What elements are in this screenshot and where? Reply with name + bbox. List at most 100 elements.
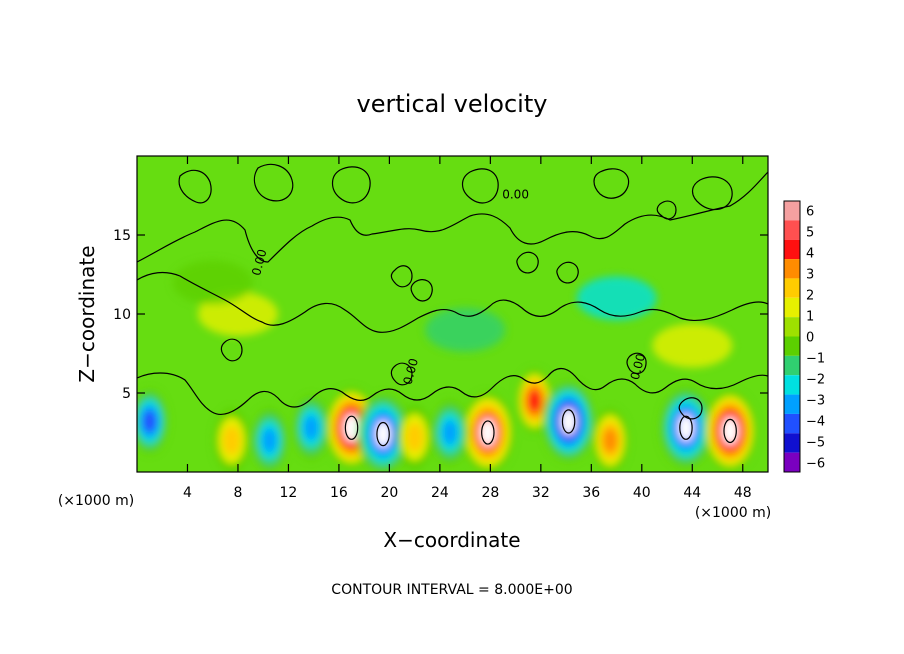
contour-line bbox=[679, 415, 693, 440]
contour-labels: 0.00 0.00 0.00 0.00 bbox=[249, 188, 648, 386]
field-peak bbox=[678, 414, 694, 442]
chart-title: vertical velocity bbox=[357, 90, 548, 118]
downdraft-core bbox=[357, 394, 410, 472]
colorbar-label: −2 bbox=[806, 372, 825, 387]
y-tick-label: 15 bbox=[113, 228, 131, 244]
contour-line bbox=[461, 168, 499, 204]
x-tick-label: 12 bbox=[280, 485, 298, 501]
contour-line bbox=[410, 279, 433, 302]
x-axis-ticks: 4 8 12 16 20 24 28 32 36 40 44 48 bbox=[183, 156, 752, 501]
colorbar-swatch bbox=[784, 433, 800, 453]
plot-area bbox=[137, 156, 768, 472]
updraft-core bbox=[592, 408, 629, 472]
contour-label: 0.00 bbox=[401, 357, 421, 386]
contour-interval-footer: CONTOUR INTERVAL = 8.000E+00 bbox=[331, 582, 572, 598]
colorbar-label: 4 bbox=[806, 247, 814, 262]
colorbar-swatch bbox=[784, 259, 800, 279]
x-tick-label: 32 bbox=[532, 485, 550, 501]
field-band bbox=[652, 323, 733, 368]
contour-label: 0.00 bbox=[249, 248, 269, 277]
colorbar-swatch bbox=[784, 355, 800, 376]
x-tick-label: 20 bbox=[380, 485, 398, 501]
contour-line bbox=[561, 409, 576, 434]
field-band bbox=[262, 427, 278, 453]
colorbar: 6 5 4 3 2 1 0 −1 −2 −3 −4 −5 −6 bbox=[783, 200, 825, 473]
x-tick-label: 8 bbox=[233, 485, 242, 501]
contour-line bbox=[178, 169, 212, 204]
contour-line bbox=[516, 251, 539, 274]
downdraft-core bbox=[659, 387, 712, 468]
colorbar-label: −5 bbox=[806, 435, 825, 450]
colorbar-label: −4 bbox=[806, 414, 825, 429]
field-peak bbox=[480, 418, 496, 447]
updraft-core bbox=[396, 405, 433, 470]
contour-line bbox=[253, 163, 294, 202]
contour-line bbox=[723, 418, 737, 444]
x-tick-label: 36 bbox=[582, 485, 600, 501]
x-tick-label: 28 bbox=[481, 485, 499, 501]
contour-lines bbox=[137, 163, 768, 447]
field-band bbox=[425, 307, 506, 352]
colorbar-label: 5 bbox=[806, 226, 814, 241]
colorbar-label: 1 bbox=[806, 310, 814, 325]
x-tick-label: 4 bbox=[183, 485, 192, 501]
field-peak bbox=[560, 407, 577, 436]
contour-line bbox=[220, 338, 243, 362]
colorbar-label: 3 bbox=[806, 268, 814, 283]
y-tick-label: 10 bbox=[113, 307, 131, 323]
colorbar-label: 0 bbox=[806, 331, 814, 346]
field-band bbox=[602, 427, 618, 453]
x-tick-label: 48 bbox=[734, 485, 752, 501]
y-tick-label: 5 bbox=[122, 386, 131, 402]
colorbar-label: −3 bbox=[806, 393, 825, 408]
colorbar-label: −1 bbox=[806, 351, 825, 366]
x-tick-label: 24 bbox=[431, 485, 449, 501]
contour-label: 0.00 bbox=[628, 352, 648, 381]
x-tick-label: 44 bbox=[683, 485, 701, 501]
contour-line bbox=[390, 265, 413, 288]
contour-line bbox=[556, 261, 579, 284]
colorbar-swatch bbox=[784, 317, 800, 337]
field-band bbox=[442, 420, 458, 445]
colorbar-swatch bbox=[784, 278, 800, 298]
updraft-core bbox=[213, 408, 250, 472]
contour-line bbox=[137, 367, 768, 415]
contour-line bbox=[481, 420, 495, 445]
x-unit-label-right: (×1000 m) bbox=[695, 505, 771, 521]
colorbar-swatch bbox=[784, 394, 800, 414]
colorbar-swatch bbox=[784, 239, 800, 260]
field-band bbox=[172, 260, 253, 305]
colorbar-frame bbox=[783, 200, 801, 473]
x-tick-label: 16 bbox=[330, 485, 348, 501]
contour-label: 0.00 bbox=[502, 188, 529, 202]
contour-line bbox=[691, 176, 733, 211]
field-peak bbox=[375, 420, 391, 448]
contour-line bbox=[593, 168, 630, 199]
field-band bbox=[576, 276, 657, 321]
field-band bbox=[405, 422, 424, 452]
field-peak bbox=[722, 417, 738, 445]
x-axis-label: X−coordinate bbox=[383, 528, 520, 552]
field-peak bbox=[343, 414, 360, 442]
colorbar-swatch bbox=[784, 413, 800, 434]
contour-line bbox=[656, 200, 677, 220]
field-band bbox=[303, 415, 319, 441]
colorbar-label: 6 bbox=[806, 205, 814, 220]
contour-line bbox=[678, 397, 703, 420]
downdraft-core bbox=[137, 389, 168, 454]
updraft-core bbox=[704, 390, 757, 471]
updraft-core bbox=[461, 392, 514, 472]
colorbar-swatch bbox=[784, 220, 800, 240]
field-band bbox=[527, 389, 542, 413]
colorbar-label: −6 bbox=[806, 456, 825, 471]
downdraft-core bbox=[542, 381, 595, 462]
contour-line bbox=[331, 166, 371, 204]
colorbar-swatch bbox=[784, 452, 800, 472]
downdraft-core bbox=[293, 395, 330, 460]
contour-line bbox=[390, 362, 413, 386]
contour-line bbox=[376, 421, 390, 447]
colorbar-swatch bbox=[784, 336, 800, 356]
x-tick-label: 40 bbox=[633, 485, 651, 501]
colorbar-swatch bbox=[784, 375, 800, 395]
